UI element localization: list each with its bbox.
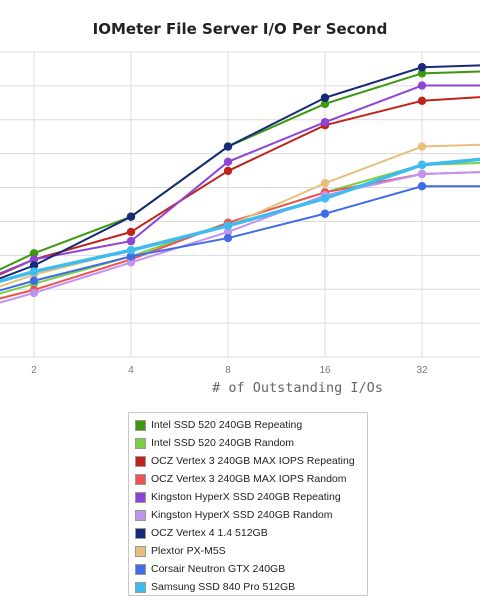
legend-item: Intel SSD 520 240GB Repeating xyxy=(135,416,361,434)
data-point xyxy=(223,142,233,151)
data-point xyxy=(29,261,39,270)
data-point xyxy=(320,178,330,188)
legend-swatch xyxy=(135,491,146,503)
x-tick-label: 8 xyxy=(225,365,231,376)
series-line-5 xyxy=(0,84,480,275)
legend-swatch xyxy=(135,473,146,485)
legend-label: Intel SSD 520 240GB Random xyxy=(151,437,295,449)
line-chart: 2 4 8 16 32 xyxy=(0,51,480,376)
legend-label: Samsung SSD 840 Pro 512GB xyxy=(151,581,296,593)
legend-item: Kingston HyperX SSD 240GB Random xyxy=(135,506,361,524)
legend-label: OCZ Vertex 3 240GB MAX IOPS Random xyxy=(151,473,347,485)
legend-item: Kingston HyperX SSD 240GB Repeating xyxy=(135,488,361,506)
data-point xyxy=(320,117,330,127)
legend-label: OCZ Vertex 3 240GB MAX IOPS Repeating xyxy=(151,455,355,467)
series-line-4 xyxy=(0,171,480,300)
data-point xyxy=(223,166,233,176)
legend-swatch xyxy=(135,437,146,449)
x-tick-label: 2 xyxy=(31,365,37,376)
legend-item: OCZ Vertex 4 1.4 512GB xyxy=(135,524,361,542)
legend: Intel SSD 520 240GB Repeating Intel SSD 5… xyxy=(128,412,368,596)
legend-item: Samsung SSD 840 Pro 512GB xyxy=(135,578,361,596)
data-point xyxy=(417,69,427,78)
data-point xyxy=(29,276,39,285)
legend-label: OCZ Vertex 4 1.4 512GB xyxy=(151,527,268,539)
data-point xyxy=(29,255,39,264)
legend-swatch xyxy=(135,509,146,521)
legend-swatch xyxy=(135,545,146,557)
data-point xyxy=(417,81,427,90)
legend-item: Corsair Neutron GTX 240GB xyxy=(135,560,361,578)
data-point xyxy=(417,169,427,179)
data-point xyxy=(417,142,427,151)
legend-item: Intel SSD 520 240GB Random xyxy=(135,434,361,452)
legend-swatch xyxy=(135,419,146,431)
legend-label: Intel SSD 520 240GB Repeating xyxy=(151,419,303,431)
data-point xyxy=(223,227,233,237)
data-point xyxy=(126,252,136,261)
data-point xyxy=(223,233,233,243)
x-tick-label: 32 xyxy=(416,365,428,376)
legend-label: Kingston HyperX SSD 240GB Repeating xyxy=(151,491,341,503)
data-point xyxy=(320,194,330,203)
data-point xyxy=(126,258,136,267)
data-point xyxy=(29,288,39,298)
legend-swatch xyxy=(135,455,146,467)
legend-item: Plextor PX-M5S xyxy=(135,542,361,560)
data-point xyxy=(29,267,39,276)
data-point xyxy=(223,221,233,231)
data-point xyxy=(320,209,330,218)
legend-label: Plextor PX-M5S xyxy=(151,545,226,557)
data-point xyxy=(417,63,427,72)
legend-item: OCZ Vertex 3 240GB MAX IOPS Random xyxy=(135,470,361,488)
data-point xyxy=(126,227,136,237)
data-point xyxy=(320,93,330,102)
legend-swatch xyxy=(135,563,146,575)
chart-title: IOMeter File Server I/O Per Second xyxy=(92,20,388,38)
x-axis-label: # of Outstanding I/Os xyxy=(212,380,383,396)
data-point xyxy=(126,246,136,255)
legend-swatch xyxy=(135,581,146,593)
data-point xyxy=(417,160,427,170)
legend-item: OCZ Vertex 3 240GB MAX IOPS Repeating xyxy=(135,452,361,470)
legend-label: Kingston HyperX SSD 240GB Random xyxy=(151,509,333,521)
data-point xyxy=(223,157,233,166)
legend-swatch xyxy=(135,527,146,539)
legend-label: Corsair Neutron GTX 240GB xyxy=(151,563,286,575)
data-point xyxy=(126,212,136,221)
data-point xyxy=(417,182,427,191)
x-tick-label: 4 xyxy=(128,365,134,376)
data-point xyxy=(126,236,136,246)
x-tick-label: 16 xyxy=(319,365,331,376)
series-line-7 xyxy=(0,64,480,280)
data-point xyxy=(417,96,427,106)
data-point xyxy=(29,249,39,258)
data-point xyxy=(320,99,330,109)
